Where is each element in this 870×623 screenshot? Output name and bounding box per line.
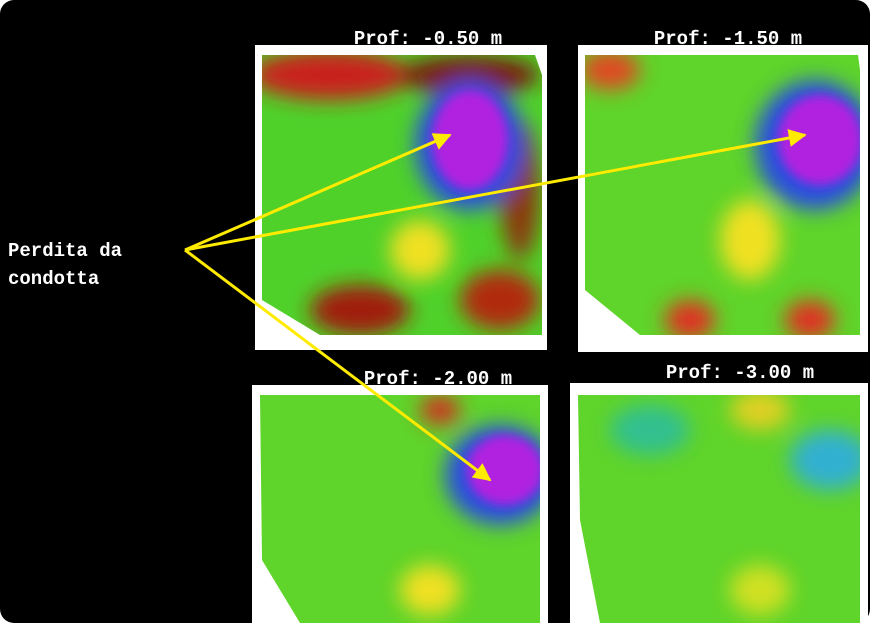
map-title: Prof: -3.00 m [666,362,814,384]
map-title: Prof: -0.50 m [354,28,502,50]
map-title: Prof: -1.50 m [654,28,802,50]
contour-map [250,45,547,350]
contour-map [578,45,870,352]
contour-map [252,385,555,623]
annotation-text: Perdita da [8,240,122,262]
contour-map [570,383,870,623]
map-title: Prof: -2.00 m [364,368,512,390]
figure: Prof: -0.50 m Prof: -1.50 m Prof: -2.00 … [0,0,870,623]
annotation-text: condotta [8,268,99,290]
